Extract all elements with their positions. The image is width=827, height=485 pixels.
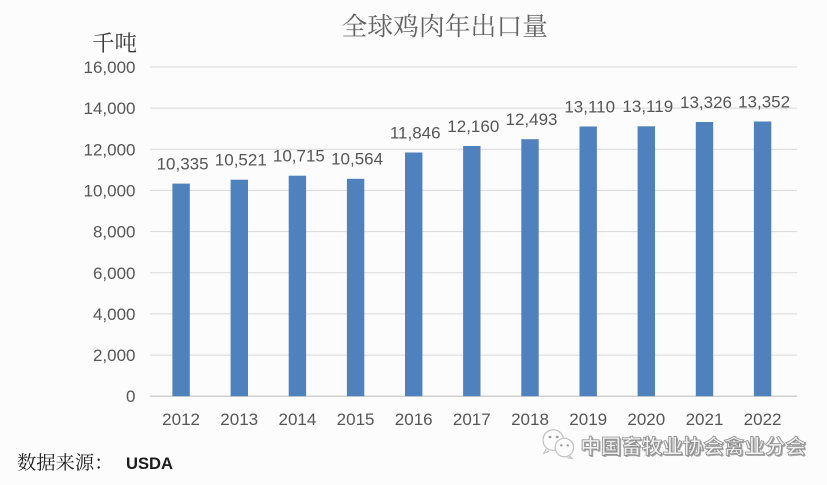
svg-text:USDA: USDA [126,454,173,473]
svg-text:10,000: 10,000 [84,181,136,200]
svg-text:0: 0 [126,387,135,406]
svg-text:2016: 2016 [395,410,433,429]
svg-text:2019: 2019 [569,410,607,429]
svg-text:13,119: 13,119 [622,97,673,116]
svg-text:13,326: 13,326 [680,93,732,112]
svg-text:12,493: 12,493 [506,110,558,129]
svg-text:13,110: 13,110 [564,97,615,116]
svg-text:2018: 2018 [511,410,549,429]
svg-text:10,521: 10,521 [215,151,267,170]
svg-text:2017: 2017 [453,410,491,429]
svg-text:13,352: 13,352 [738,92,790,111]
svg-text:2014: 2014 [278,410,316,429]
svg-text:12,000: 12,000 [84,140,136,159]
svg-text:10,335: 10,335 [157,155,209,174]
svg-text:10,715: 10,715 [273,147,325,166]
svg-text:4,000: 4,000 [93,305,136,324]
svg-text:14,000: 14,000 [84,99,136,118]
svg-text:11,846: 11,846 [390,123,441,142]
svg-text:2013: 2013 [220,410,258,429]
svg-text:2012: 2012 [162,410,200,429]
svg-text:12,160: 12,160 [447,117,499,136]
svg-text:8,000: 8,000 [93,223,136,242]
svg-text:16,000: 16,000 [84,58,136,77]
svg-text:2020: 2020 [627,410,665,429]
svg-text:2021: 2021 [686,410,724,429]
svg-text:6,000: 6,000 [93,264,136,283]
svg-text:2,000: 2,000 [93,346,136,365]
svg-text:2022: 2022 [744,410,782,429]
svg-text:2015: 2015 [337,410,375,429]
svg-text:10,564: 10,564 [331,150,383,169]
